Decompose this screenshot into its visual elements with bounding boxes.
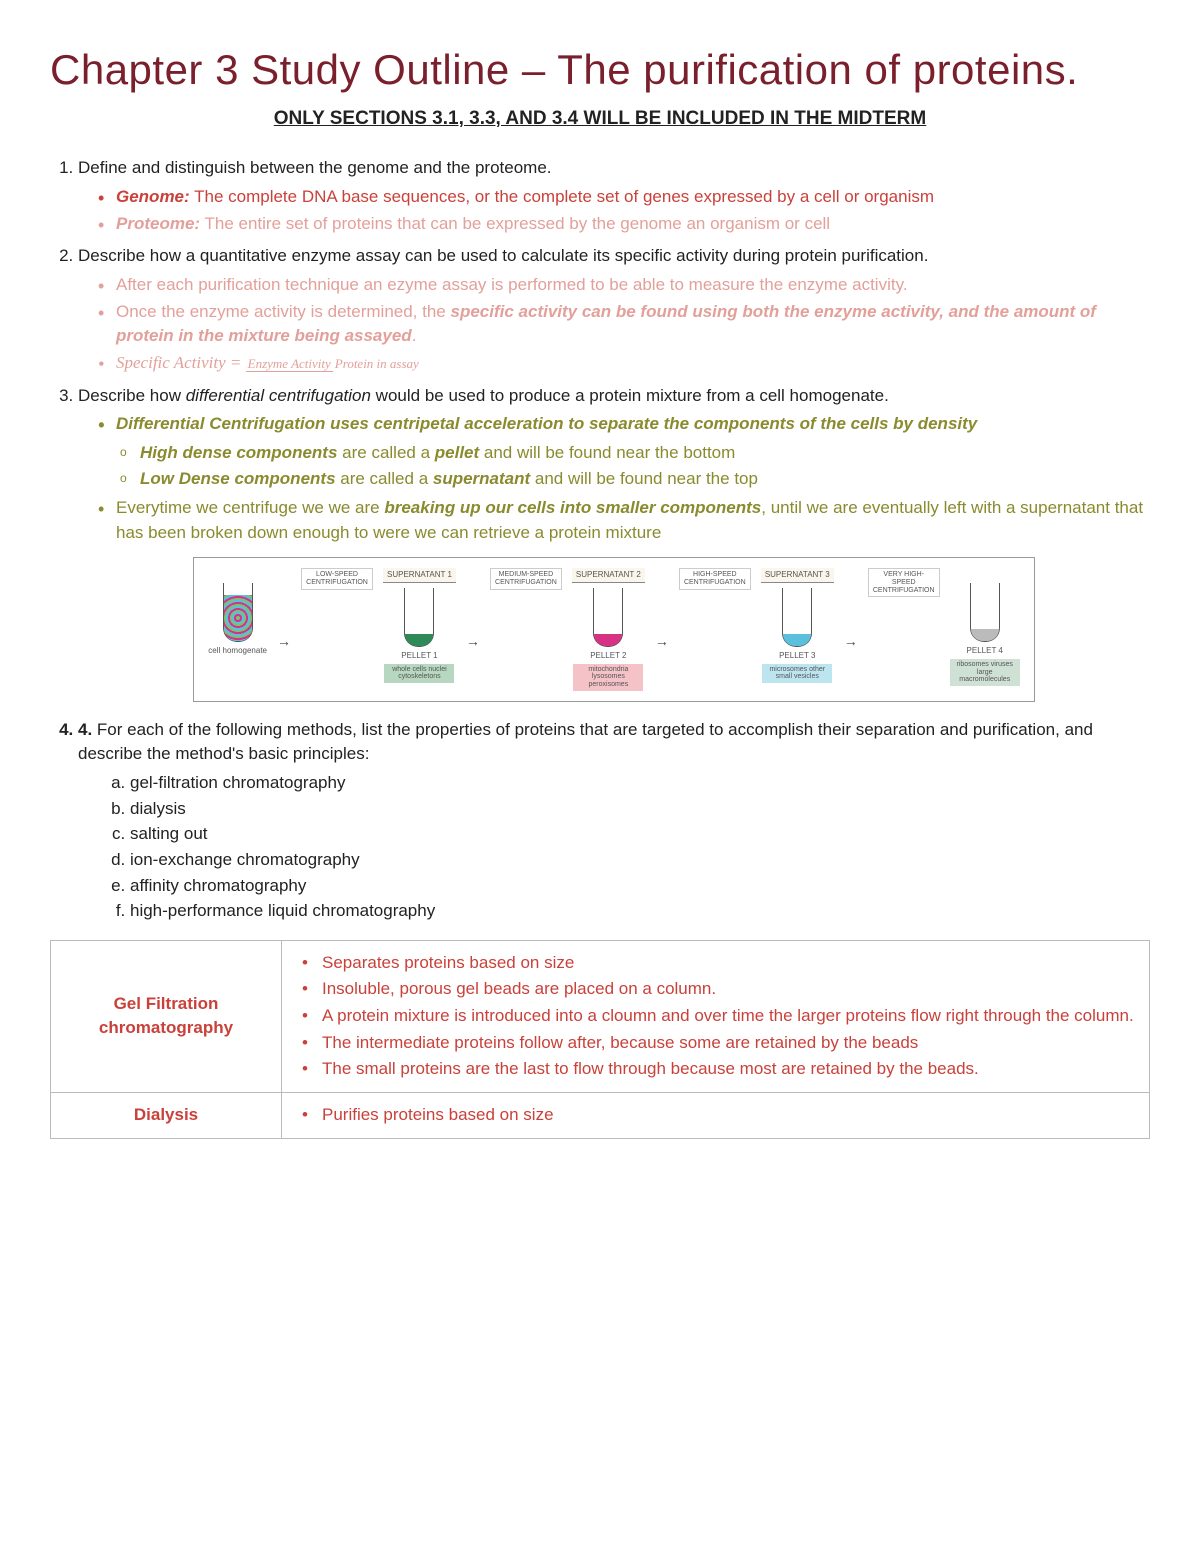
item-4d: ion-exchange chromatography	[130, 848, 1150, 873]
item-2-b2: Once the enzyme activity is determined, …	[98, 300, 1150, 349]
methods-table: Gel Filtration chromatography Separates …	[50, 940, 1150, 1139]
formula-lhs: Specific Activity =	[116, 353, 246, 372]
med-label: MEDIUM-SPEED CENTRIFUGATION	[490, 568, 562, 589]
s1d: and will be found near the bottom	[479, 443, 735, 462]
tube-4	[970, 583, 1000, 642]
item-2-prompt: Describe how a quantitative enzyme assay…	[78, 246, 928, 265]
proteome-text: The entire set of proteins that can be e…	[200, 214, 830, 233]
item-4-prompt: For each of the following methods, list …	[78, 720, 1093, 764]
p4-label: PELLET 4	[967, 645, 1003, 657]
item-2-b2a: Once the enzyme activity is determined, …	[116, 302, 451, 321]
vhigh-label: VERY HIGH-SPEED CENTRIFUGATION	[868, 568, 940, 597]
item-3-b2: Everytime we centrifuge we we are breaki…	[98, 496, 1150, 545]
s2a: Low Dense components	[140, 469, 336, 488]
p2-label: PELLET 2	[590, 650, 626, 662]
dia-l1: Purifies proteins based on size	[296, 1103, 1139, 1128]
dialysis-head: Dialysis	[51, 1092, 282, 1138]
item-2-formula: Specific Activity = Enzyme ActivityProte…	[98, 351, 1150, 376]
table-row: Gel Filtration chromatography Separates …	[51, 940, 1150, 1092]
item-3: Describe how differential centrifugation…	[78, 384, 1150, 702]
low-label: LOW-SPEED CENTRIFUGATION	[301, 568, 373, 589]
stage-low: LOW-SPEED CENTRIFUGATION	[301, 568, 373, 589]
dialysis-cell: Purifies proteins based on size	[282, 1092, 1150, 1138]
stage-2: SUPERNATANT 2 PELLET 2 mitochondria lyso…	[572, 568, 645, 690]
sup3-label: SUPERNATANT 3	[761, 568, 834, 583]
stage-high: HIGH-SPEED CENTRIFUGATION	[679, 568, 751, 589]
tube-1	[404, 588, 434, 647]
sup1-label: SUPERNATANT 1	[383, 568, 456, 583]
genome-text: The complete DNA base sequences, or the …	[190, 187, 934, 206]
stage-med: MEDIUM-SPEED CENTRIFUGATION	[490, 568, 562, 589]
item-4f: high-performance liquid chromatography	[130, 899, 1150, 924]
p4-desc: ribosomes viruses large macromolecules	[950, 659, 1020, 686]
stage-homogenate: cell homogenate	[208, 568, 267, 657]
gf-l4: The intermediate proteins follow after, …	[296, 1031, 1139, 1056]
item-4: 4. For each of the following methods, li…	[78, 718, 1150, 924]
arrow-icon: →	[466, 631, 480, 651]
stage-4: PELLET 4 ribosomes viruses large macromo…	[950, 568, 1020, 686]
high-label: HIGH-SPEED CENTRIFUGATION	[679, 568, 751, 589]
centrifugation-diagram: cell homogenate → LOW-SPEED CENTRIFUGATI…	[193, 557, 1034, 701]
item-2-b1: After each purification technique an ezy…	[98, 273, 1150, 298]
item-4b: dialysis	[130, 797, 1150, 822]
outline-list: Define and distinguish between the genom…	[50, 156, 1150, 923]
item-2: Describe how a quantitative enzyme assay…	[78, 244, 1150, 375]
sup2-label: SUPERNATANT 2	[572, 568, 645, 583]
stage-1: SUPERNATANT 1 PELLET 1 whole cells nucle…	[383, 568, 456, 683]
item-4c: salting out	[130, 822, 1150, 847]
p2-desc: mitochondria lysosomes peroxisomes	[573, 664, 643, 691]
item-2-b2c: .	[412, 326, 417, 345]
tube-2	[593, 588, 623, 647]
item-4a: gel-filtration chromatography	[130, 771, 1150, 796]
formula-den: Protein in assay	[333, 356, 421, 371]
page-title: Chapter 3 Study Outline – The purificati…	[50, 40, 1150, 101]
item-3-sub2: Low Dense components are called a supern…	[120, 467, 1150, 492]
arrow-icon: →	[655, 631, 669, 651]
proteome-label: Proteome:	[116, 214, 200, 233]
item-1-prompt: Define and distinguish between the genom…	[78, 158, 552, 177]
midterm-notice: ONLY SECTIONS 3.1, 3.3, AND 3.4 WILL BE …	[50, 105, 1150, 133]
p1-desc: whole cells nuclei cytoskeletons	[384, 664, 454, 683]
gel-filtration-cell: Separates proteins based on size Insolub…	[282, 940, 1150, 1092]
item-3-prompt-a: Describe how	[78, 386, 186, 405]
s1c: pellet	[435, 443, 479, 462]
p3-label: PELLET 3	[779, 650, 815, 662]
item-3-prompt-i: differential centrifugation	[186, 386, 371, 405]
gf-l1: Separates proteins based on size	[296, 951, 1139, 976]
stage-3: SUPERNATANT 3 PELLET 3 microsomes other …	[761, 568, 834, 683]
p1-label: PELLET 1	[401, 650, 437, 662]
s1b: are called a	[337, 443, 434, 462]
item-3-b1: Differential Centrifugation uses centrip…	[98, 412, 1150, 437]
proteome-bullet: Proteome: The entire set of proteins tha…	[98, 212, 1150, 237]
tube-3	[782, 588, 812, 647]
stage-vhigh: VERY HIGH-SPEED CENTRIFUGATION	[868, 568, 940, 597]
b2b: breaking up our cells into smaller compo…	[384, 498, 761, 517]
gf-l2: Insoluble, porous gel beads are placed o…	[296, 977, 1139, 1002]
arrow-icon: →	[844, 631, 858, 651]
item-1: Define and distinguish between the genom…	[78, 156, 1150, 236]
gf-l3: A protein mixture is introduced into a c…	[296, 1004, 1139, 1029]
b2a: Everytime we centrifuge we we are	[116, 498, 384, 517]
s1a: High dense components	[140, 443, 337, 462]
s2d: and will be found near the top	[530, 469, 758, 488]
homog-caption: cell homogenate	[208, 645, 267, 657]
s2c: supernatant	[433, 469, 530, 488]
arrow-icon: →	[277, 631, 291, 651]
p3-desc: microsomes other small vesicles	[762, 664, 832, 683]
genome-label: Genome:	[116, 187, 190, 206]
formula-num: Enzyme Activity	[246, 356, 333, 372]
item-3-sub1: High dense components are called a pelle…	[120, 441, 1150, 466]
s2b: are called a	[336, 469, 433, 488]
gel-filtration-head: Gel Filtration chromatography	[51, 940, 282, 1092]
item-3-prompt-b: would be used to produce a protein mixtu…	[371, 386, 889, 405]
gf-l5: The small proteins are the last to flow …	[296, 1057, 1139, 1082]
table-row: Dialysis Purifies proteins based on size	[51, 1092, 1150, 1138]
genome-bullet: Genome: The complete DNA base sequences,…	[98, 185, 1150, 210]
item-4e: affinity chromatography	[130, 874, 1150, 899]
